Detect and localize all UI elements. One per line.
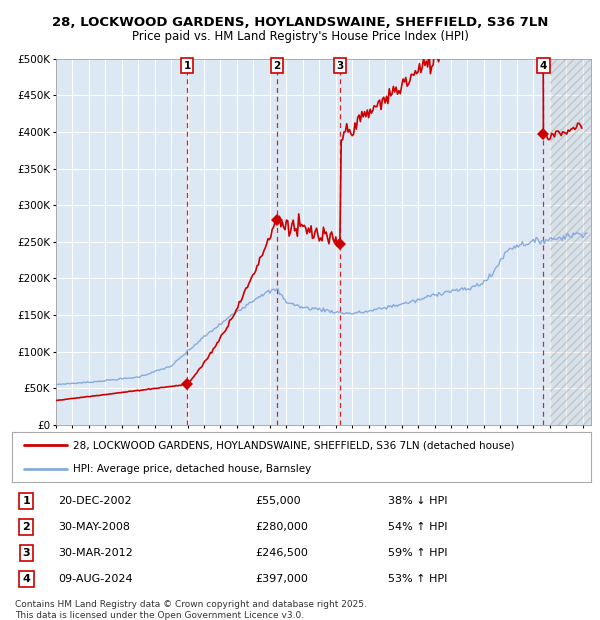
- Text: Contains HM Land Registry data © Crown copyright and database right 2025.
This d: Contains HM Land Registry data © Crown c…: [15, 600, 367, 619]
- Text: 30-MAR-2012: 30-MAR-2012: [58, 548, 133, 558]
- Bar: [550, 59, 591, 425]
- Text: 54% ↑ HPI: 54% ↑ HPI: [388, 522, 448, 532]
- Bar: [550, 59, 591, 425]
- Text: 3: 3: [336, 61, 343, 71]
- Text: 38% ↓ HPI: 38% ↓ HPI: [388, 496, 448, 506]
- Text: 1: 1: [23, 496, 31, 506]
- Text: 4: 4: [23, 574, 31, 584]
- Text: £280,000: £280,000: [255, 522, 308, 532]
- Text: £397,000: £397,000: [255, 574, 308, 584]
- Text: 2: 2: [23, 522, 31, 532]
- Text: 1: 1: [184, 61, 191, 71]
- Text: 20-DEC-2002: 20-DEC-2002: [58, 496, 132, 506]
- Text: 53% ↑ HPI: 53% ↑ HPI: [388, 574, 448, 584]
- Text: 09-AUG-2024: 09-AUG-2024: [58, 574, 133, 584]
- Text: 2: 2: [273, 61, 280, 71]
- Text: 28, LOCKWOOD GARDENS, HOYLANDSWAINE, SHEFFIELD, S36 7LN (detached house): 28, LOCKWOOD GARDENS, HOYLANDSWAINE, SHE…: [73, 440, 514, 450]
- Text: 59% ↑ HPI: 59% ↑ HPI: [388, 548, 448, 558]
- Text: 30-MAY-2008: 30-MAY-2008: [58, 522, 130, 532]
- Text: 4: 4: [540, 61, 547, 71]
- Text: 3: 3: [23, 548, 30, 558]
- Text: £55,000: £55,000: [255, 496, 301, 506]
- Text: Price paid vs. HM Land Registry's House Price Index (HPI): Price paid vs. HM Land Registry's House …: [131, 30, 469, 43]
- Text: HPI: Average price, detached house, Barnsley: HPI: Average price, detached house, Barn…: [73, 464, 311, 474]
- Text: £246,500: £246,500: [255, 548, 308, 558]
- Text: 28, LOCKWOOD GARDENS, HOYLANDSWAINE, SHEFFIELD, S36 7LN: 28, LOCKWOOD GARDENS, HOYLANDSWAINE, SHE…: [52, 16, 548, 29]
